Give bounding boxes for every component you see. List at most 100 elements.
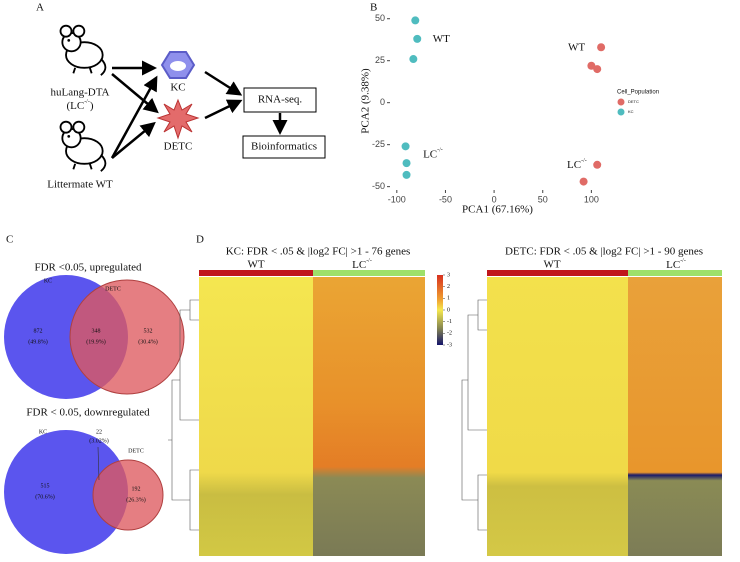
heatmap-title: KC: FDR < .05 & |log2 FC| >1 - 76 genes: [226, 246, 411, 258]
legend-label: KC: [628, 109, 634, 114]
heatmap-block: [628, 277, 722, 556]
group-bar: [313, 270, 425, 276]
point: [593, 65, 602, 74]
superscript: -/-: [366, 258, 372, 264]
colorbar-tick-label: -3: [447, 342, 452, 348]
group-bar: [628, 270, 722, 276]
group-bar: [487, 270, 628, 276]
colorbar-ticks: 3 2 1 0 -1 -2 -3: [443, 272, 452, 348]
point: [402, 159, 411, 168]
venn-set-label: DETC: [105, 286, 121, 292]
colorbar-tick-label: 3: [447, 272, 450, 278]
x-tick-label: -50: [439, 194, 452, 204]
text-part: ): [90, 100, 94, 112]
venn-circle: [92, 459, 164, 531]
venn-set-label: KC: [44, 278, 52, 284]
legend-label: DETC: [628, 99, 639, 104]
group-label: WT: [247, 259, 264, 271]
y-tick-label: 0: [380, 97, 385, 107]
arrow: [111, 73, 159, 114]
annotation-text: LC: [567, 158, 581, 170]
y-tick-label: -50: [372, 181, 385, 191]
group-label: LC-/-: [352, 258, 372, 270]
annotation: WT: [433, 32, 450, 44]
superscript: -/-: [581, 158, 587, 164]
superscript: -/-: [84, 99, 90, 105]
arrow: [204, 99, 243, 120]
mouse-label: huLang-DTA: [51, 87, 110, 99]
panel-label: A: [36, 2, 44, 14]
venn-set-label: DETC: [128, 448, 144, 454]
venn-count: 22: [96, 429, 102, 435]
x-axis-label: PCA1 (67.16%): [462, 204, 533, 216]
colorbar-tick-label: 2: [447, 284, 450, 290]
annotation-text: WT: [568, 41, 585, 53]
kc-label: KC: [170, 82, 185, 94]
mouse-icon: [59, 24, 107, 77]
annotation: LC-/-: [423, 148, 443, 160]
mouse-label: Littermate WT: [47, 179, 113, 191]
y-tick-label: 50: [375, 13, 385, 23]
colorbar-tick-label: 0: [447, 307, 450, 313]
point: [411, 16, 420, 25]
arrow: [111, 121, 156, 159]
superscript: -/-: [437, 148, 443, 154]
y-axis-label: PCA2 (9.38%): [360, 68, 372, 134]
leader-line: [97, 446, 100, 481]
panel-label: D: [196, 234, 204, 246]
annotation-text: LC: [423, 148, 437, 160]
dendrogram: [461, 299, 487, 531]
point: [597, 43, 606, 52]
point: [402, 170, 411, 179]
venn-percent: (70.6%): [35, 493, 55, 500]
mouse-genotype: (LC-/-): [66, 99, 93, 111]
panel-label: C: [6, 234, 13, 246]
venn-percent: (26.3%): [126, 496, 146, 503]
venn-percent: (30.4%): [138, 338, 158, 345]
group-label: LC-/-: [666, 258, 686, 270]
heatmap-block: [487, 277, 628, 556]
heatmap-title: DETC: FDR < .05 & |log2 FC| >1 - 90 gene…: [505, 246, 703, 258]
text-part: LC: [352, 259, 366, 271]
venn-count: 192: [132, 486, 141, 492]
point: [587, 61, 596, 70]
kc-icon-nucleus: [170, 61, 186, 71]
legend-title: Cell_Population: [617, 90, 659, 96]
x-tick-label: 50: [538, 194, 548, 204]
panel-label: B: [370, 2, 377, 14]
venn-circle: [4, 430, 128, 554]
venn-percent: (3.02%): [89, 437, 109, 444]
annotation: WT: [568, 41, 585, 53]
point: [579, 177, 588, 186]
arrow: [110, 75, 158, 159]
annotation: LC-/-: [567, 158, 587, 170]
box: [243, 87, 317, 113]
point: [413, 34, 422, 43]
point: [401, 142, 410, 151]
group-bar: [199, 270, 313, 276]
venn-count: 515: [41, 483, 50, 489]
venn-title: FDR < 0.05, downregulated: [26, 407, 150, 419]
x-tick-label: 0: [492, 194, 497, 204]
box: [242, 135, 326, 159]
venn-percent: (49.8%): [28, 338, 48, 345]
point: [593, 160, 602, 169]
x-tick-label: -100: [388, 194, 406, 204]
text-part: (LC: [66, 100, 84, 112]
venn-set-label: KC: [39, 429, 47, 435]
box-label: Bioinformatics: [251, 141, 317, 153]
annotation-text: WT: [433, 32, 450, 44]
mouse-icon: [59, 120, 107, 173]
heatmap-block: [313, 277, 425, 556]
venn-circle: [69, 279, 185, 395]
legend-swatch: [617, 108, 625, 116]
venn-title: FDR <0.05, upregulated: [34, 262, 142, 274]
point: [409, 55, 418, 64]
y-tick-label: -25: [372, 139, 385, 149]
venn-count: 872: [34, 328, 43, 334]
venn-count: 532: [144, 328, 153, 334]
venn-percent: (19.9%): [86, 338, 106, 345]
detc-label: DETC: [164, 141, 193, 153]
